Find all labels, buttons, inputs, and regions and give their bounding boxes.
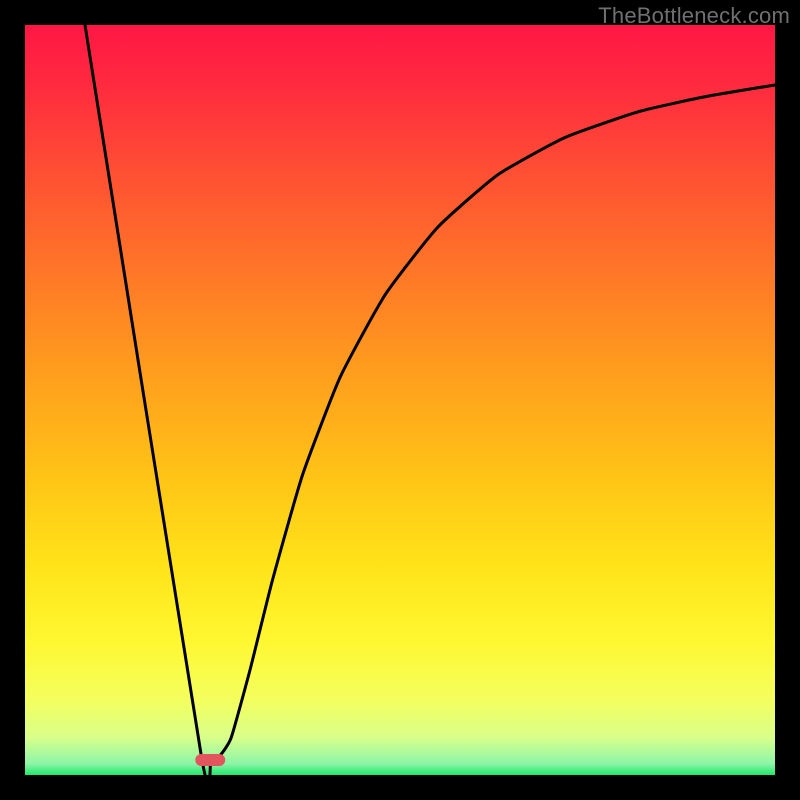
watermark-text: TheBottleneck.com bbox=[598, 3, 790, 29]
chart-stage: TheBottleneck.com bbox=[0, 0, 800, 800]
plot-background bbox=[25, 25, 775, 775]
chart-svg bbox=[0, 0, 800, 800]
minimum-marker bbox=[195, 754, 225, 766]
